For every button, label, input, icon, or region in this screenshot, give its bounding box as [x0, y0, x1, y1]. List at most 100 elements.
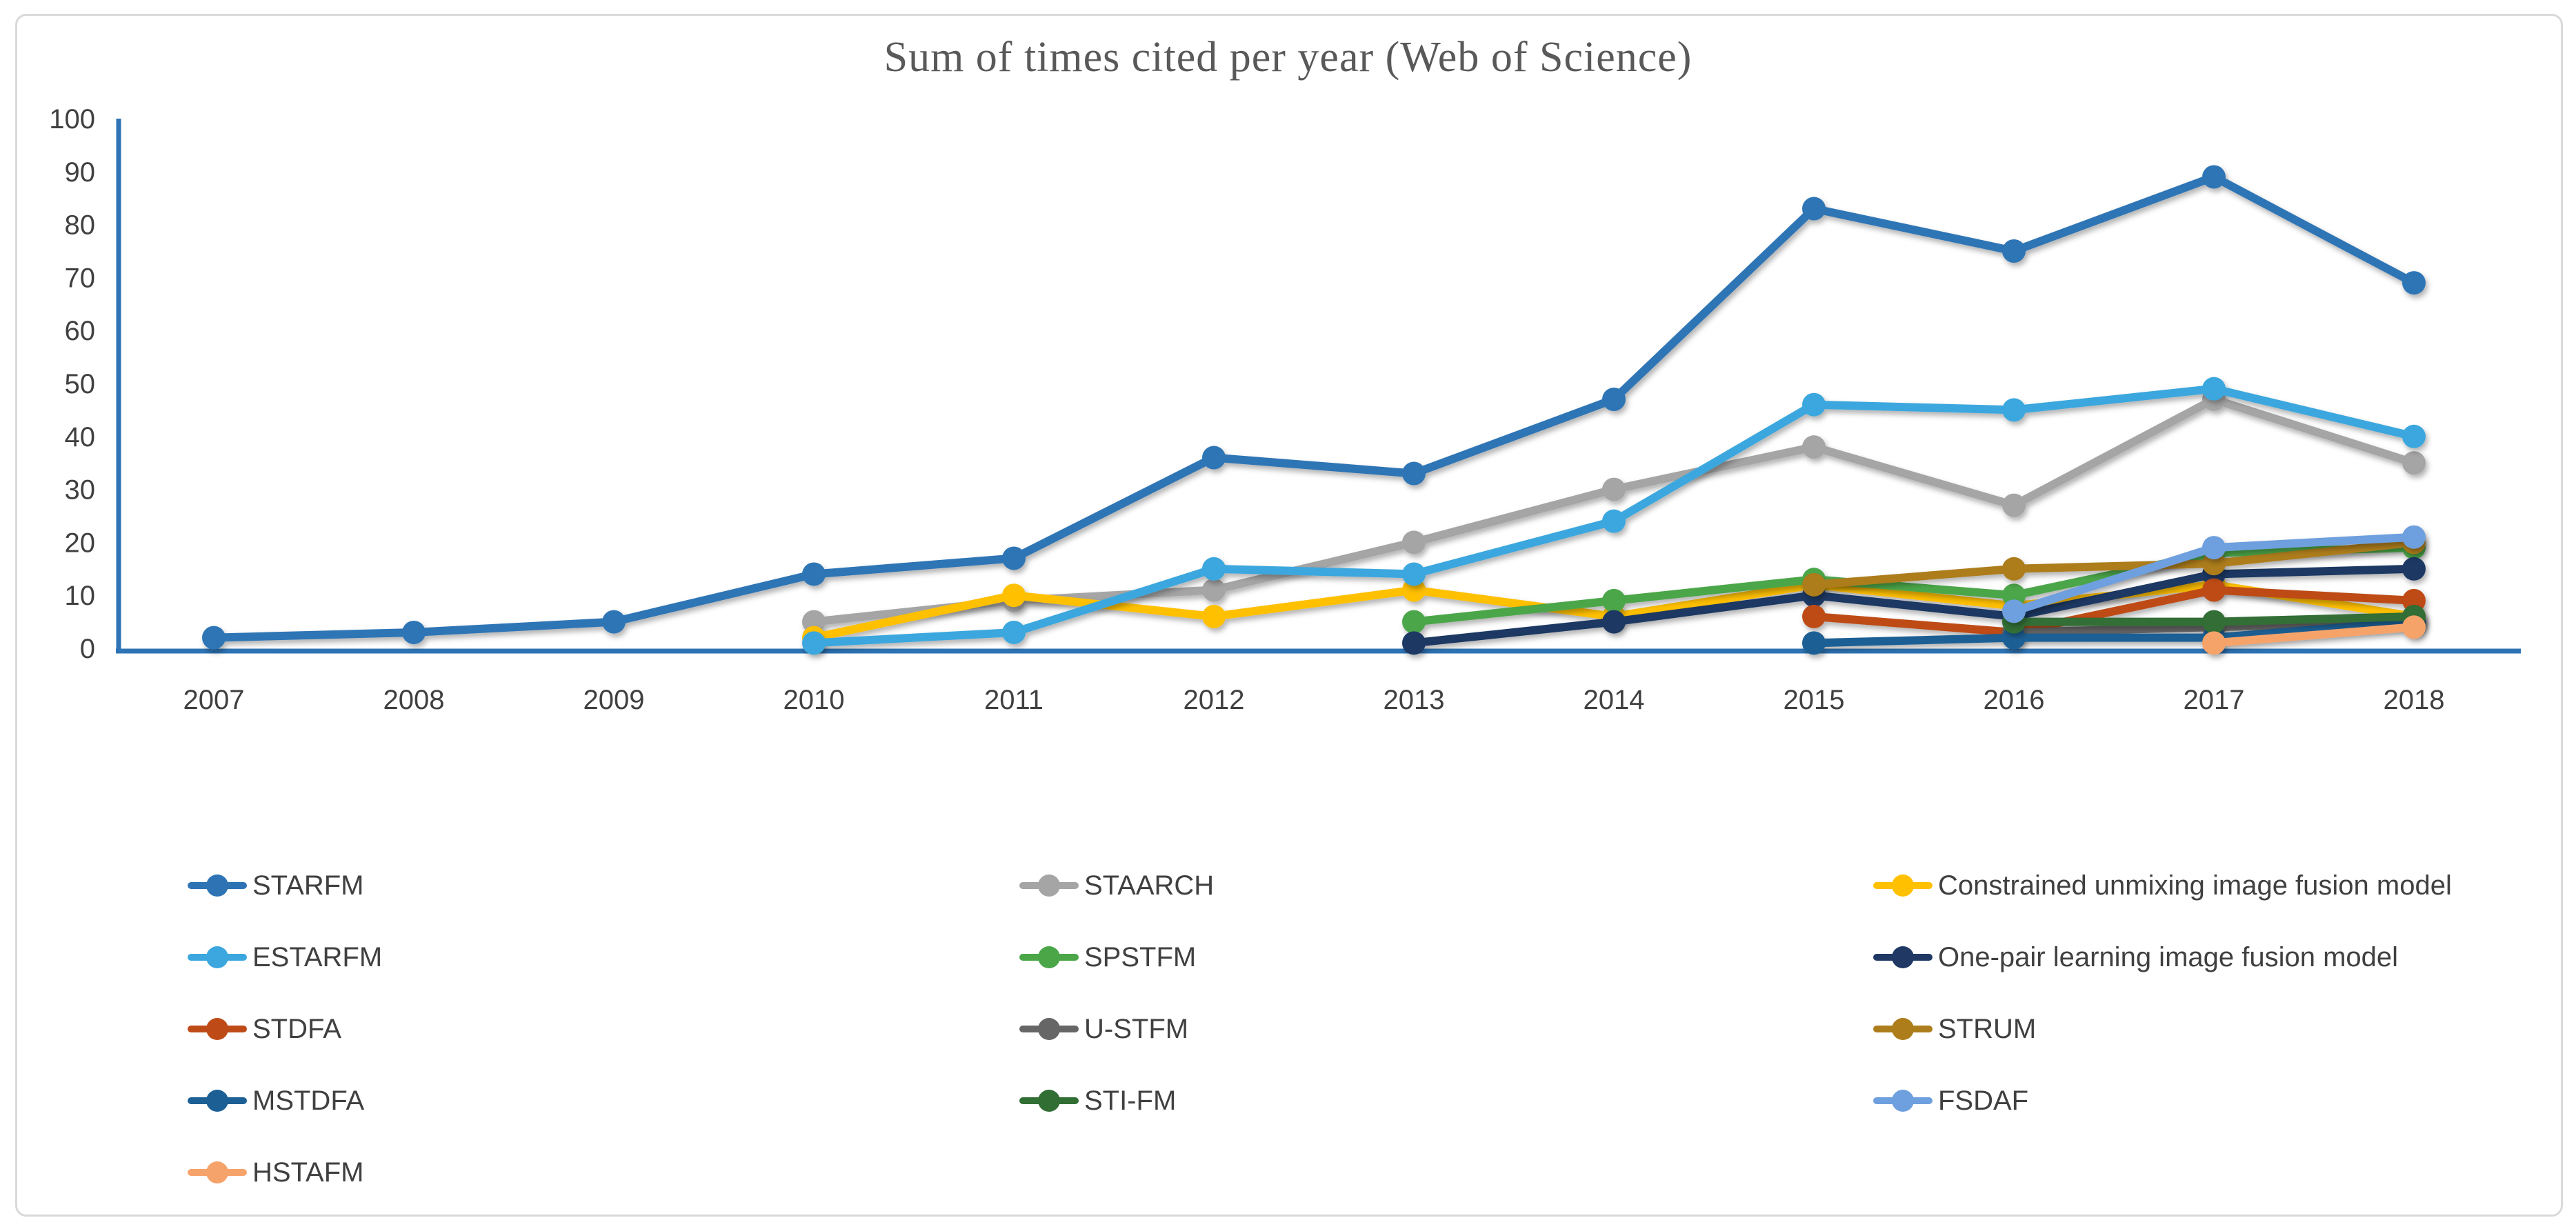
legend-column: STAARCH SPSTFM U-STFM STI-FM [1019, 870, 1214, 1116]
legend-marker-mstdfa [188, 1086, 247, 1116]
series-marker-starfm [1402, 461, 1426, 486]
x-tick-label: 2014 [1584, 685, 1645, 715]
series-marker-estarfm [2402, 424, 2426, 448]
series-starfm [202, 165, 2426, 650]
legend-item-starfm: STARFM [188, 870, 382, 901]
series-marker-mstdfa [1802, 631, 1826, 655]
x-tick-labels: 2007 2008 2009 2010 2011 2012 2013 2014 2015 2016… [183, 685, 2445, 715]
legend-item-strum: STRUM [1873, 1014, 2452, 1044]
series-fsdaf [2002, 525, 2426, 623]
series-marker-estarfm [1002, 620, 1026, 644]
series-line-spstfm [1410, 543, 2418, 626]
legend-marker-starfm [188, 870, 247, 901]
series-line-stdfa [1810, 586, 2418, 637]
y-tick-label: 30 [65, 475, 96, 506]
series-marker-starfm [2202, 165, 2226, 189]
legend-marker-fsdaf [1873, 1086, 1933, 1116]
series-marker-one-pair-learning-image-fusion-model [1402, 631, 1426, 655]
series-estarfm [802, 377, 2426, 655]
series-marker-stdfa [1802, 604, 1826, 628]
x-tick-label: 2009 [583, 685, 645, 715]
series-marker-constrained-unmixing-image-fusion-model [1202, 604, 1226, 628]
series-line-mstdfa [1810, 617, 2418, 648]
chart-title: Sum of times cited per year (Web of Scie… [883, 34, 1693, 81]
legend-label-staarch: STAARCH [1084, 870, 1215, 901]
series-marker-staarch [1202, 578, 1226, 602]
series-marker-one-pair-learning-image-fusion-model [1602, 610, 1626, 634]
series-marker-staarch [1802, 435, 1826, 459]
x-tick-label: 2017 [2184, 685, 2245, 715]
x-tick-label: 2018 [2384, 685, 2445, 715]
legend-label-starfm: STARFM [252, 870, 364, 901]
series-marker-starfm [2402, 271, 2426, 295]
series-marker-starfm [802, 562, 826, 586]
series-marker-fsdaf [2002, 599, 2026, 623]
legend-marker-one-pair-learning-image-fusion-model [1873, 942, 1933, 972]
series-marker-estarfm [2002, 398, 2026, 422]
legend-column: Constrained unmixing image fusion model O… [1873, 870, 2452, 1116]
y-tick-label: 90 [65, 157, 96, 188]
y-tick-labels: 0 10 20 30 40 50 60 70 80 90 100 [49, 104, 95, 664]
series-hstafm [2202, 615, 2426, 655]
series-marker-estarfm [1202, 557, 1226, 581]
x-tick-label: 2010 [783, 685, 845, 715]
series-marker-starfm [402, 620, 426, 644]
series-marker-estarfm [802, 631, 826, 655]
series-marker-starfm [1002, 546, 1026, 570]
y-tick-label: 80 [65, 210, 96, 241]
legend-label-fsdaf: FSDAF [1938, 1085, 2029, 1116]
legend-item-mstdfa: MSTDFA [188, 1086, 382, 1116]
series-marker-estarfm [2202, 377, 2226, 401]
series-marker-staarch [1602, 477, 1626, 501]
legend-marker-constrained-unmixing-image-fusion-model [1873, 870, 1933, 901]
legend-item-sti-fm: STI-FM [1019, 1086, 1214, 1116]
series-line-strum [1810, 538, 2418, 589]
series-marker-starfm [1202, 446, 1226, 470]
y-tick-label: 70 [65, 263, 96, 293]
x-tick-label: 2016 [1984, 685, 2045, 715]
series-marker-starfm [1802, 197, 1826, 221]
series-marker-starfm [602, 610, 626, 634]
series-marker-constrained-unmixing-image-fusion-model [1002, 583, 1026, 608]
y-tick-label: 0 [80, 634, 95, 664]
legend-label-constrained-unmixing-image-fusion-model: Constrained unmixing image fusion model [1938, 870, 2452, 901]
legend-marker-stdfa [188, 1014, 247, 1044]
legend-label-hstafm: HSTAFM [252, 1157, 364, 1188]
legend-label-mstdfa: MSTDFA [252, 1085, 365, 1116]
y-tick-label: 10 [65, 581, 96, 611]
series-marker-sti-fm [2202, 610, 2226, 634]
legend-marker-u-stfm [1019, 1014, 1079, 1044]
series-marker-estarfm [1402, 562, 1426, 586]
series-marker-estarfm [1602, 509, 1626, 533]
legend-marker-hstafm [188, 1157, 247, 1188]
x-tick-label: 2012 [1184, 685, 1245, 715]
y-tick-label: 20 [65, 528, 96, 558]
legend-item-spstfm: SPSTFM [1019, 942, 1214, 972]
legend-marker-staarch [1019, 870, 1079, 901]
legend-marker-estarfm [188, 942, 247, 972]
series-marker-stdfa [2202, 578, 2226, 602]
series-marker-hstafm [2202, 631, 2226, 655]
legend-label-stdfa: STDFA [252, 1013, 341, 1044]
series-marker-hstafm [2402, 615, 2426, 639]
series-marker-one-pair-learning-image-fusion-model [2402, 557, 2426, 581]
legend-marker-sti-fm [1019, 1086, 1079, 1116]
legend-item-staarch: STAARCH [1019, 870, 1214, 901]
y-tick-label: 100 [49, 104, 95, 134]
series-marker-fsdaf [2202, 536, 2226, 560]
series-line-hstafm [2210, 623, 2418, 648]
x-tick-label: 2015 [1784, 685, 1845, 715]
legend-label-estarfm: ESTARFM [252, 941, 383, 972]
series-marker-staarch [2002, 493, 2026, 517]
series-marker-estarfm [1802, 392, 1826, 417]
series-marker-starfm [2002, 239, 2026, 263]
legend-item-constrained-unmixing-image-fusion-model: Constrained unmixing image fusion model [1873, 870, 2452, 901]
legend-label-one-pair-learning-image-fusion-model: One-pair learning image fusion model [1938, 941, 2399, 972]
legend-item-fsdaf: FSDAF [1873, 1086, 2452, 1116]
series-marker-staarch [1402, 530, 1426, 554]
series-marker-strum [2002, 557, 2026, 581]
series-marker-strum [1802, 572, 1826, 597]
legend-item-u-stfm: U-STFM [1019, 1014, 1214, 1044]
legend-item-hstafm: HSTAFM [188, 1157, 382, 1188]
